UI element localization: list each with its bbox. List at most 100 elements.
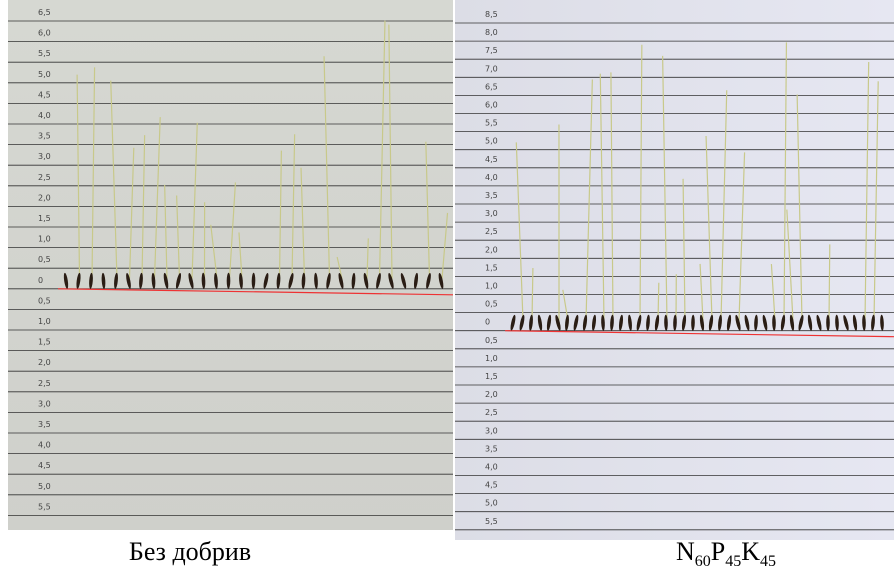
seed <box>691 314 695 331</box>
seed <box>114 272 118 289</box>
scale-label: 3,0 <box>485 209 498 218</box>
scale-label: 5,0 <box>485 137 498 146</box>
scale-label: 6,5 <box>485 82 498 91</box>
sprout <box>388 24 393 279</box>
scale-label: 2,0 <box>38 358 51 367</box>
right-caption: N60P45K45 <box>676 537 776 570</box>
sprout <box>228 182 237 279</box>
sprout <box>610 72 614 321</box>
seed <box>871 314 875 331</box>
scale-label: 5,5 <box>485 517 498 526</box>
scale-label: 1,5 <box>485 372 498 381</box>
seed <box>89 272 93 289</box>
sprout <box>738 152 746 321</box>
seed <box>673 314 677 331</box>
seed <box>338 272 344 289</box>
sprout <box>639 44 643 321</box>
seed <box>708 314 714 331</box>
scale-label: 5,5 <box>38 49 51 58</box>
formula-subscript: 60 <box>695 553 711 570</box>
scale-label: 2,5 <box>485 408 498 417</box>
sprout <box>366 238 369 279</box>
seed <box>326 272 331 289</box>
seed <box>807 314 813 331</box>
scale-label: 4,5 <box>485 155 498 164</box>
scale-label: 4,0 <box>38 441 51 450</box>
scale-label: 1,0 <box>485 354 498 363</box>
formula-element: P <box>711 537 725 566</box>
seed <box>201 272 206 289</box>
scale-label: 3,5 <box>485 444 498 453</box>
seed <box>226 272 231 289</box>
sprout <box>278 150 282 279</box>
seed <box>76 272 81 289</box>
sprout <box>515 142 524 321</box>
scale-label: 5,5 <box>38 502 51 511</box>
scale-label: 2,0 <box>485 390 498 399</box>
sprout <box>599 73 605 321</box>
scale-label: 4,0 <box>38 111 51 120</box>
seed <box>573 314 579 331</box>
sprout <box>91 67 96 279</box>
scale-label: 1,5 <box>38 214 51 223</box>
scale-label: 2,5 <box>38 379 51 388</box>
scale-label: 5,5 <box>485 119 498 128</box>
scale-label: 4,5 <box>38 90 51 99</box>
sprout <box>720 90 728 321</box>
sprout <box>238 232 243 279</box>
sprout <box>128 147 135 279</box>
seed <box>754 314 758 331</box>
seed <box>880 314 884 331</box>
scale-label: 4,5 <box>485 481 498 490</box>
sprout <box>164 184 168 279</box>
sprout <box>705 136 713 321</box>
seed <box>852 314 858 331</box>
sprout <box>796 94 803 321</box>
sprout <box>662 55 668 321</box>
seed <box>175 272 182 289</box>
seed <box>744 314 750 331</box>
sprout <box>153 117 161 279</box>
scale-label: 1,5 <box>38 338 51 347</box>
scale-label: 3,0 <box>38 152 51 161</box>
sprout <box>323 56 331 279</box>
sprout <box>141 135 146 279</box>
seed <box>618 314 624 331</box>
scale-label: 3,5 <box>38 132 51 141</box>
scale-label: 2,5 <box>38 173 51 182</box>
sprout <box>336 256 343 279</box>
sprout <box>76 74 81 279</box>
scale-label: 1,0 <box>38 235 51 244</box>
seed <box>188 273 194 289</box>
scale-label: 3,5 <box>38 420 51 429</box>
scale-label: 8,5 <box>485 10 498 19</box>
sprout <box>585 79 593 321</box>
seed <box>151 272 156 289</box>
seed <box>843 314 849 331</box>
seed <box>636 314 642 331</box>
seed <box>610 314 614 331</box>
seed <box>301 272 306 289</box>
scale-label: 4,0 <box>485 463 498 472</box>
scale-label: 0,5 <box>485 300 498 309</box>
scale-label: 3,5 <box>485 191 498 200</box>
sprout <box>864 61 870 321</box>
scale-label: 3,0 <box>38 399 51 408</box>
formula-element: K <box>741 537 760 566</box>
seed <box>591 314 597 331</box>
sprout <box>770 264 776 321</box>
seed <box>314 272 318 289</box>
sprout <box>783 42 788 321</box>
seed <box>601 314 605 331</box>
seed <box>426 272 431 289</box>
scale-label: 2,5 <box>485 227 498 236</box>
seed <box>681 314 687 331</box>
scale-label: 7,5 <box>485 46 498 55</box>
sprout <box>828 244 831 321</box>
seed <box>646 314 650 331</box>
seed <box>363 272 369 289</box>
scale-label: 0 <box>485 318 490 327</box>
sprout <box>699 263 704 321</box>
scale-label: 5,0 <box>38 482 51 491</box>
